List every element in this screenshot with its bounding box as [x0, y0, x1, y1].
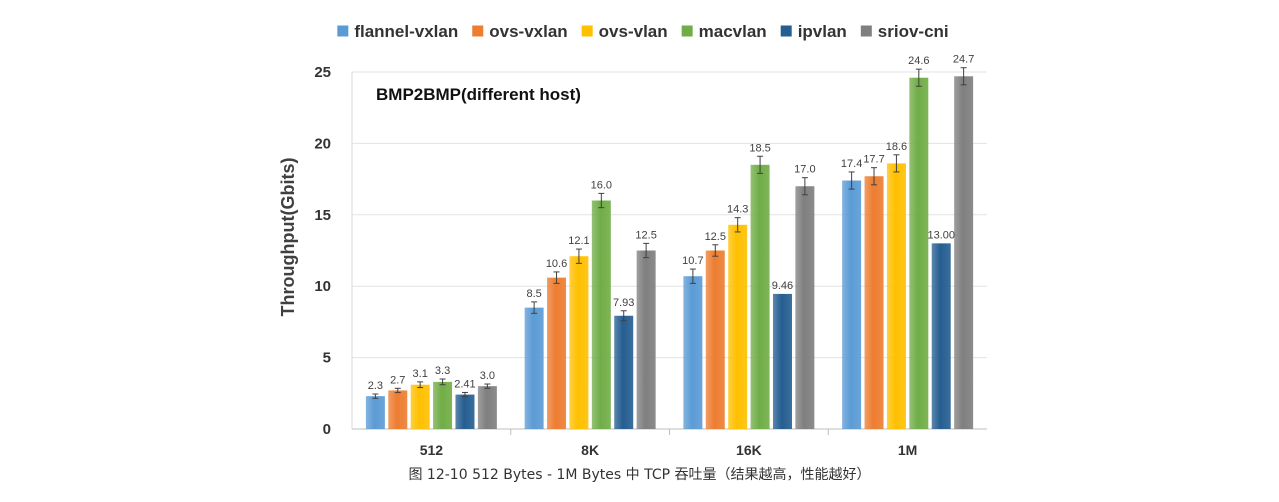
legend-swatch-ovs-vlan [581, 25, 593, 37]
bar-flannel-vxlan-512 [365, 396, 385, 429]
data-label: 13.00 [927, 229, 955, 241]
data-label: 17.0 [794, 164, 815, 176]
legend-swatch-sriov-cni [860, 25, 872, 37]
data-labels: 2.3 2.7 3.1 3.3 2.41 3.0 8.5 10.612.1 16.0 7.93 12… [368, 54, 975, 392]
bar-flannel-vxlan-16K [683, 276, 703, 429]
x-category-labels: 512 8K 16K 1M [420, 429, 917, 458]
bar-ipvlan-8K [614, 315, 634, 429]
data-label: 12.5 [635, 229, 656, 241]
data-label: 18.6 [886, 141, 907, 153]
bar-ovs-vxlan-16K [705, 250, 725, 429]
bar-sriov-cni-8K [636, 250, 656, 429]
y-tick-label: 15 [314, 207, 331, 224]
bar-ovs-vxlan-1M [864, 176, 884, 429]
bar-ipvlan-16K [772, 293, 792, 429]
bar-sriov-cni-512 [477, 386, 497, 429]
data-label: 2.41 [454, 378, 475, 390]
data-label: 9.46 [772, 280, 793, 292]
legend-swatch-ipvlan [780, 25, 792, 37]
bar-ovs-vlan-8K [569, 256, 589, 429]
bar-macvlan-8K [591, 200, 611, 429]
chart-title: BMP2BMP(different host) [376, 85, 581, 104]
legend: flannel-vxlan ovs-vxlan ovs-vlan macvlan ipv… [337, 22, 949, 41]
bar-flannel-vxlan-1M [842, 180, 862, 429]
data-label: 16.0 [591, 179, 612, 191]
y-tick-labels: 0 5 10 15 20 25 [314, 64, 331, 438]
bar-sriov-cni-1M [954, 76, 974, 429]
legend-label: ipvlan [798, 22, 847, 41]
legend-label: ovs-vxlan [489, 22, 567, 41]
data-label: 10.7 [682, 255, 703, 267]
data-label: 3.1 [413, 368, 428, 380]
bar-macvlan-1M [909, 77, 929, 429]
bar-ipvlan-1M [931, 243, 951, 429]
bar-ovs-vlan-512 [410, 384, 430, 429]
y-tick-label: 5 [323, 350, 331, 367]
bar-ipvlan-512 [455, 394, 475, 429]
legend-swatch-ovs-vxlan [472, 25, 484, 37]
bar-sriov-cni-16K [795, 186, 815, 429]
data-label: 2.3 [368, 380, 383, 392]
bars [365, 76, 974, 429]
legend-label: sriov-cni [878, 22, 949, 41]
bar-ovs-vlan-1M [886, 163, 906, 429]
bar-flannel-vxlan-8K [524, 307, 544, 429]
legend-swatch-macvlan [681, 25, 693, 37]
throughput-bar-chart: flannel-vxlan ovs-vxlan ovs-vlan macvlan ipv… [278, 22, 987, 458]
bar-ovs-vlan-16K [728, 224, 748, 429]
x-category-label: 512 [420, 442, 444, 458]
data-label: 17.4 [841, 158, 862, 170]
data-label: 12.5 [705, 231, 726, 243]
data-label: 24.6 [908, 55, 929, 67]
data-label: 2.7 [390, 374, 405, 386]
y-tick-label: 20 [314, 135, 331, 152]
legend-label: flannel-vxlan [354, 22, 458, 41]
legend-label: macvlan [699, 22, 767, 41]
legend-swatch-flannel-vxlan [337, 25, 349, 37]
data-label: 18.5 [749, 142, 770, 154]
data-label: 10.6 [546, 258, 567, 270]
data-label: 12.1 [568, 235, 589, 247]
data-label: 14.3 [727, 204, 748, 216]
bar-macvlan-16K [750, 164, 770, 429]
x-category-label: 1M [898, 442, 917, 458]
legend-label: ovs-vlan [599, 22, 668, 41]
y-tick-label: 0 [323, 421, 331, 438]
data-label: 7.93 [613, 297, 634, 309]
figure-caption: 图 12-10 512 Bytes - 1M Bytes 中 TCP 吞吐量（结… [408, 467, 871, 483]
bar-ovs-vxlan-512 [388, 390, 408, 429]
data-label: 17.7 [863, 154, 884, 166]
y-axis-label: Throughput(Gbits) [278, 158, 298, 317]
bar-macvlan-512 [433, 381, 453, 429]
x-category-label: 8K [581, 442, 599, 458]
data-label: 8.5 [526, 288, 541, 300]
data-label: 24.7 [953, 54, 974, 66]
bar-ovs-vxlan-8K [547, 277, 567, 429]
error-bars [372, 67, 967, 399]
data-label: 3.0 [480, 370, 495, 382]
x-category-label: 16K [736, 442, 762, 458]
data-label: 3.3 [435, 365, 450, 377]
y-tick-label: 25 [314, 64, 331, 81]
y-tick-label: 10 [314, 278, 331, 295]
